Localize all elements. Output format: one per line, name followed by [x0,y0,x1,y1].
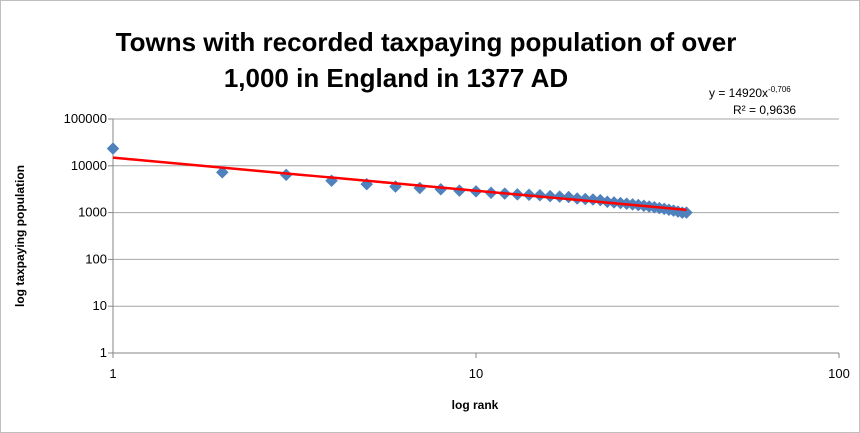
y-tick-label: 10 [93,298,107,313]
data-point [434,182,448,196]
y-tick-label: 100 [85,251,107,266]
y-tick-label: 10000 [71,158,107,173]
chart-title-line-1: Towns with recorded taxpaying population… [116,27,737,57]
data-point [570,192,584,205]
y-axis-label: log taxpaying population [13,165,27,307]
chart-title-line-2: 1,000 in England in 1377 AD [224,63,568,93]
trendline [112,156,687,212]
y-tick-label: 1 [100,345,107,360]
x-tick-label: 10 [469,366,483,381]
axes [108,118,840,358]
x-tick-label: 1 [109,366,116,381]
y-tick-label: 1000 [78,205,107,220]
y-tick-label: 100000 [64,111,107,126]
data-point [543,189,557,203]
x-axis-label: log rank [452,398,499,412]
data-point [413,181,427,195]
trendline-equation-base: y = 14920x [709,86,768,100]
data-point [106,142,120,155]
gridlines [113,118,839,354]
trendline-equation-exponent: -0,706 [768,85,791,94]
trendline-r-squared: R² = 0,9636 [733,103,796,117]
tick-labels: 1 10 100 1000 10000 100000 1 10 100 [64,111,850,381]
trendline-group [112,156,687,212]
x-tick-label: 100 [828,366,850,381]
data-point [533,188,547,202]
data-points [106,142,693,219]
data-point [215,165,229,179]
trendline-equation: y = 14920x-0,706 [709,85,791,100]
